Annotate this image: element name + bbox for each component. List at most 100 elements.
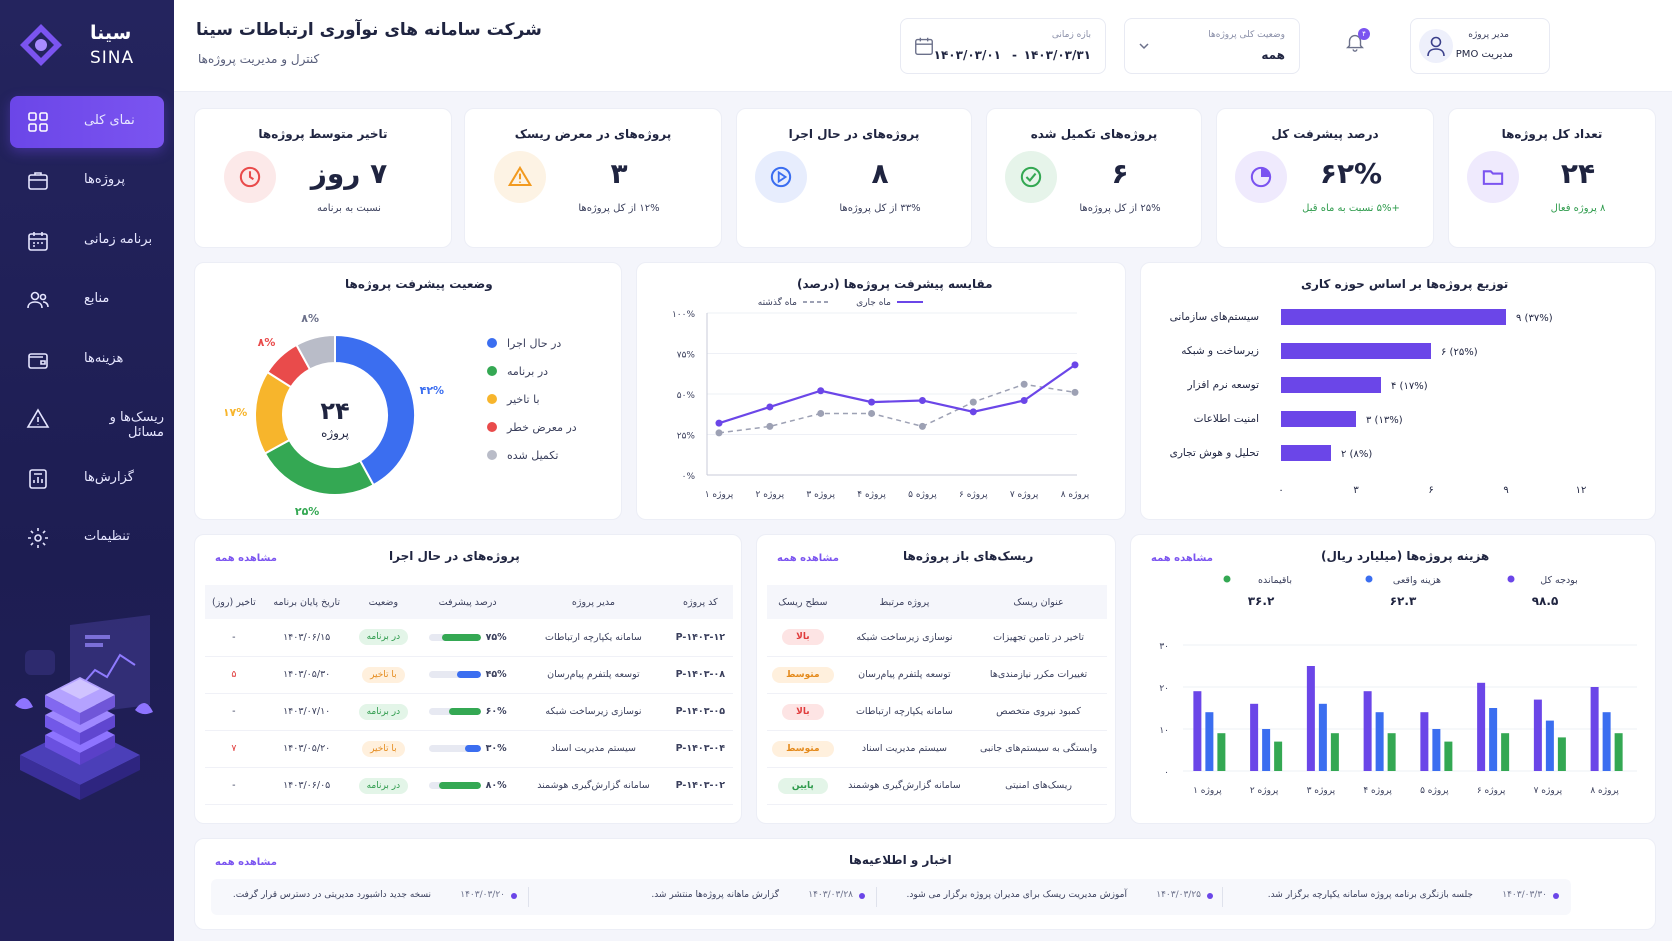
column-header[interactable]: مدیر پروژه xyxy=(519,585,668,619)
data-point[interactable] xyxy=(766,422,774,430)
column-header[interactable]: سطح ریسک xyxy=(767,585,839,619)
column-header[interactable]: تاریخ پایان برنامه xyxy=(262,585,351,619)
table-row[interactable]: کمبود نیروی متخصص سامانه یکپارچه ارتباطات… xyxy=(767,693,1107,731)
table-row[interactable]: تغییرات مکرر نیازمندی‌ها توسعه پلتفرم پیا… xyxy=(767,656,1107,694)
sidebar-item-overview[interactable]: نمای کلی xyxy=(10,96,164,148)
sidebar-item-costs[interactable]: هزینه‌ها xyxy=(10,334,164,386)
data-point[interactable] xyxy=(817,387,825,395)
donut-slice[interactable] xyxy=(334,333,416,487)
cost-bar[interactable] xyxy=(1602,712,1611,771)
notification-button[interactable]: ۴ xyxy=(1344,28,1370,60)
kpi-card[interactable]: پروژه‌های تکمیل شده ۶ ۲۵% از کل پروژه‌ها xyxy=(986,108,1202,248)
data-point[interactable] xyxy=(918,422,926,430)
bar[interactable] xyxy=(1281,411,1356,427)
cost-bar[interactable] xyxy=(1557,737,1566,771)
cost-bar[interactable] xyxy=(1614,733,1623,771)
sidebar-item-projects[interactable]: پروژه‌ها xyxy=(10,155,164,207)
news-item[interactable]: جلسه بازنگری برنامه پروژه سامانه یکپارچه… xyxy=(1267,890,1473,900)
sidebar-item-settings[interactable]: تنظیمات xyxy=(10,512,164,564)
donut-slice[interactable] xyxy=(263,438,375,496)
bar[interactable] xyxy=(1281,445,1331,461)
cost-bar[interactable] xyxy=(1489,708,1498,771)
cost-bar[interactable] xyxy=(1545,720,1554,771)
cost-bar[interactable] xyxy=(1444,741,1453,771)
cost-bar[interactable] xyxy=(1330,733,1339,771)
data-point[interactable] xyxy=(715,419,723,427)
cost-bar[interactable] xyxy=(1387,733,1396,771)
legend-item[interactable]: با تاخیر xyxy=(487,385,597,413)
risk-level-badge: متوسط xyxy=(772,666,834,683)
cost-bar[interactable] xyxy=(1217,733,1226,771)
kpi-card[interactable]: درصد پیشرفت کل ۶۲% +۵% نسبت به ماه قبل xyxy=(1216,108,1434,248)
column-header[interactable]: عنوان ریسک xyxy=(970,585,1107,619)
data-point[interactable] xyxy=(766,403,774,411)
see-all-link[interactable]: مشاهده همه xyxy=(1151,553,1213,564)
legend-item[interactable]: در معرض خطر xyxy=(487,413,597,441)
news-item[interactable]: آموزش مدیریت ریسک برای مدیران پروژه برگز… xyxy=(906,890,1127,900)
data-point[interactable] xyxy=(1020,396,1028,404)
data-point[interactable] xyxy=(918,396,926,404)
sidebar-item-risks[interactable]: ریسک‌ها و مسائل xyxy=(10,393,164,445)
data-point[interactable] xyxy=(715,429,723,437)
legend-item[interactable]: در حال اجرا xyxy=(487,329,597,357)
column-header[interactable]: پروژه مرتبط xyxy=(838,585,971,619)
cost-bar[interactable] xyxy=(1363,691,1372,771)
cost-bar[interactable] xyxy=(1533,699,1542,771)
table-row[interactable]: P-۱۴۰۳-۱۲ سامانه یکپارچه ارتباطات ۷۵% در بر… xyxy=(205,619,733,657)
table-row[interactable]: P-۱۴۰۳-۰۴ سیستم مدیریت اسناد ۳۰% با تاخیر ۱۴… xyxy=(205,730,733,768)
table-row[interactable]: تاخیر در تامین تجهیزات نوسازی زیرساخت شبک… xyxy=(767,619,1107,657)
kpi-card[interactable]: تعداد کل پروژه‌ها ۲۴ ۸ پروژه فعال xyxy=(1448,108,1656,248)
legend-item[interactable]: در برنامه xyxy=(487,357,597,385)
cost-bar[interactable] xyxy=(1250,703,1259,771)
cost-bar[interactable] xyxy=(1262,729,1271,771)
table-row[interactable]: P-۱۴۰۳-۰۵ نوسازی زیرساخت شبکه ۶۰% در برنامه… xyxy=(205,693,733,731)
cost-bar[interactable] xyxy=(1193,691,1202,771)
data-point[interactable] xyxy=(868,409,876,417)
legend-item[interactable]: تکمیل شده xyxy=(487,441,597,469)
data-point[interactable] xyxy=(868,398,876,406)
column-header[interactable]: کد پروژه xyxy=(667,585,733,619)
sidebar-item-reports[interactable]: گزارش‌ها xyxy=(10,453,164,505)
table-row[interactable]: P-۱۴۰۳-۰۸ توسعه پلتفرم پیام‌رسان ۴۵% با تاخ… xyxy=(205,656,733,694)
kpi-card[interactable]: پروژه‌های در معرض ریسک ۳ ۱۲% از کل پروژه‌ه… xyxy=(464,108,722,248)
cost-bar[interactable] xyxy=(1501,733,1510,771)
table-row[interactable]: وابستگی به سیستم‌های جانبی سیستم مدیریت ا… xyxy=(767,730,1107,768)
see-all-link[interactable]: مشاهده همه xyxy=(777,553,839,564)
cost-bar[interactable] xyxy=(1318,703,1327,771)
user-menu[interactable]: مدیر پروژه مدیریت PMO xyxy=(1410,18,1550,74)
column-header[interactable]: تاخیر (روز) xyxy=(205,585,263,619)
news-item[interactable]: گزارش ماهانه پروژه‌ها منتشر شد. xyxy=(651,890,779,900)
cost-bar[interactable] xyxy=(1306,666,1315,771)
table-row[interactable]: ریسک‌های امنیتی سامانه گزارش‌گیری هوشمند پ… xyxy=(767,767,1107,805)
data-point[interactable] xyxy=(817,409,825,417)
data-point[interactable] xyxy=(1071,388,1079,396)
data-point[interactable] xyxy=(969,398,977,406)
column-header[interactable]: وضعیت xyxy=(350,585,417,619)
data-point[interactable] xyxy=(1020,380,1028,388)
cost-bar[interactable] xyxy=(1432,729,1441,771)
cost-bar[interactable] xyxy=(1590,687,1599,771)
data-point[interactable] xyxy=(969,408,977,416)
bar[interactable] xyxy=(1281,343,1431,359)
kpi-card[interactable]: پروژه‌های در حال اجرا ۸ ۳۳% از کل پروژه‌ها xyxy=(736,108,972,248)
table-row[interactable]: P-۱۴۰۳-۰۲ سامانه گزارش‌گیری هوشمند ۸۰% در ب… xyxy=(205,767,733,805)
kpi-card[interactable]: تاخیر متوسط پروژه‌ها ۷ روز نسبت به برنامه xyxy=(194,108,452,248)
news-item[interactable]: نسخه جدید داشبورد مدیریتی در دسترس قرار … xyxy=(232,890,431,900)
data-point[interactable] xyxy=(1071,361,1079,369)
bar[interactable] xyxy=(1281,309,1506,325)
brand-logo[interactable]: سینا SINA xyxy=(18,22,158,72)
see-all-link[interactable]: مشاهده همه xyxy=(215,553,277,564)
cost-bar[interactable] xyxy=(1375,712,1384,771)
status-filter[interactable]: وضعیت کلی پروژه‌ها همه xyxy=(1124,18,1300,74)
cost-bar[interactable] xyxy=(1274,741,1283,771)
donut-slice[interactable] xyxy=(295,333,336,371)
cost-bar[interactable] xyxy=(1205,712,1214,771)
cost-bar[interactable] xyxy=(1420,712,1429,771)
cost-bar[interactable] xyxy=(1477,682,1486,771)
column-header[interactable]: درصد پیشرفت xyxy=(416,585,520,619)
see-all-link[interactable]: مشاهده همه xyxy=(215,857,277,868)
sidebar-item-resources[interactable]: منابع xyxy=(10,274,164,326)
period-selector[interactable]: بازه زمانی ۱۴۰۳/۰۳/۳۱ - ۱۴۰۳/۰۳/۰۱ xyxy=(900,18,1106,74)
bar[interactable] xyxy=(1281,377,1381,393)
sidebar-item-schedule[interactable]: برنامه زمانی xyxy=(10,215,164,267)
